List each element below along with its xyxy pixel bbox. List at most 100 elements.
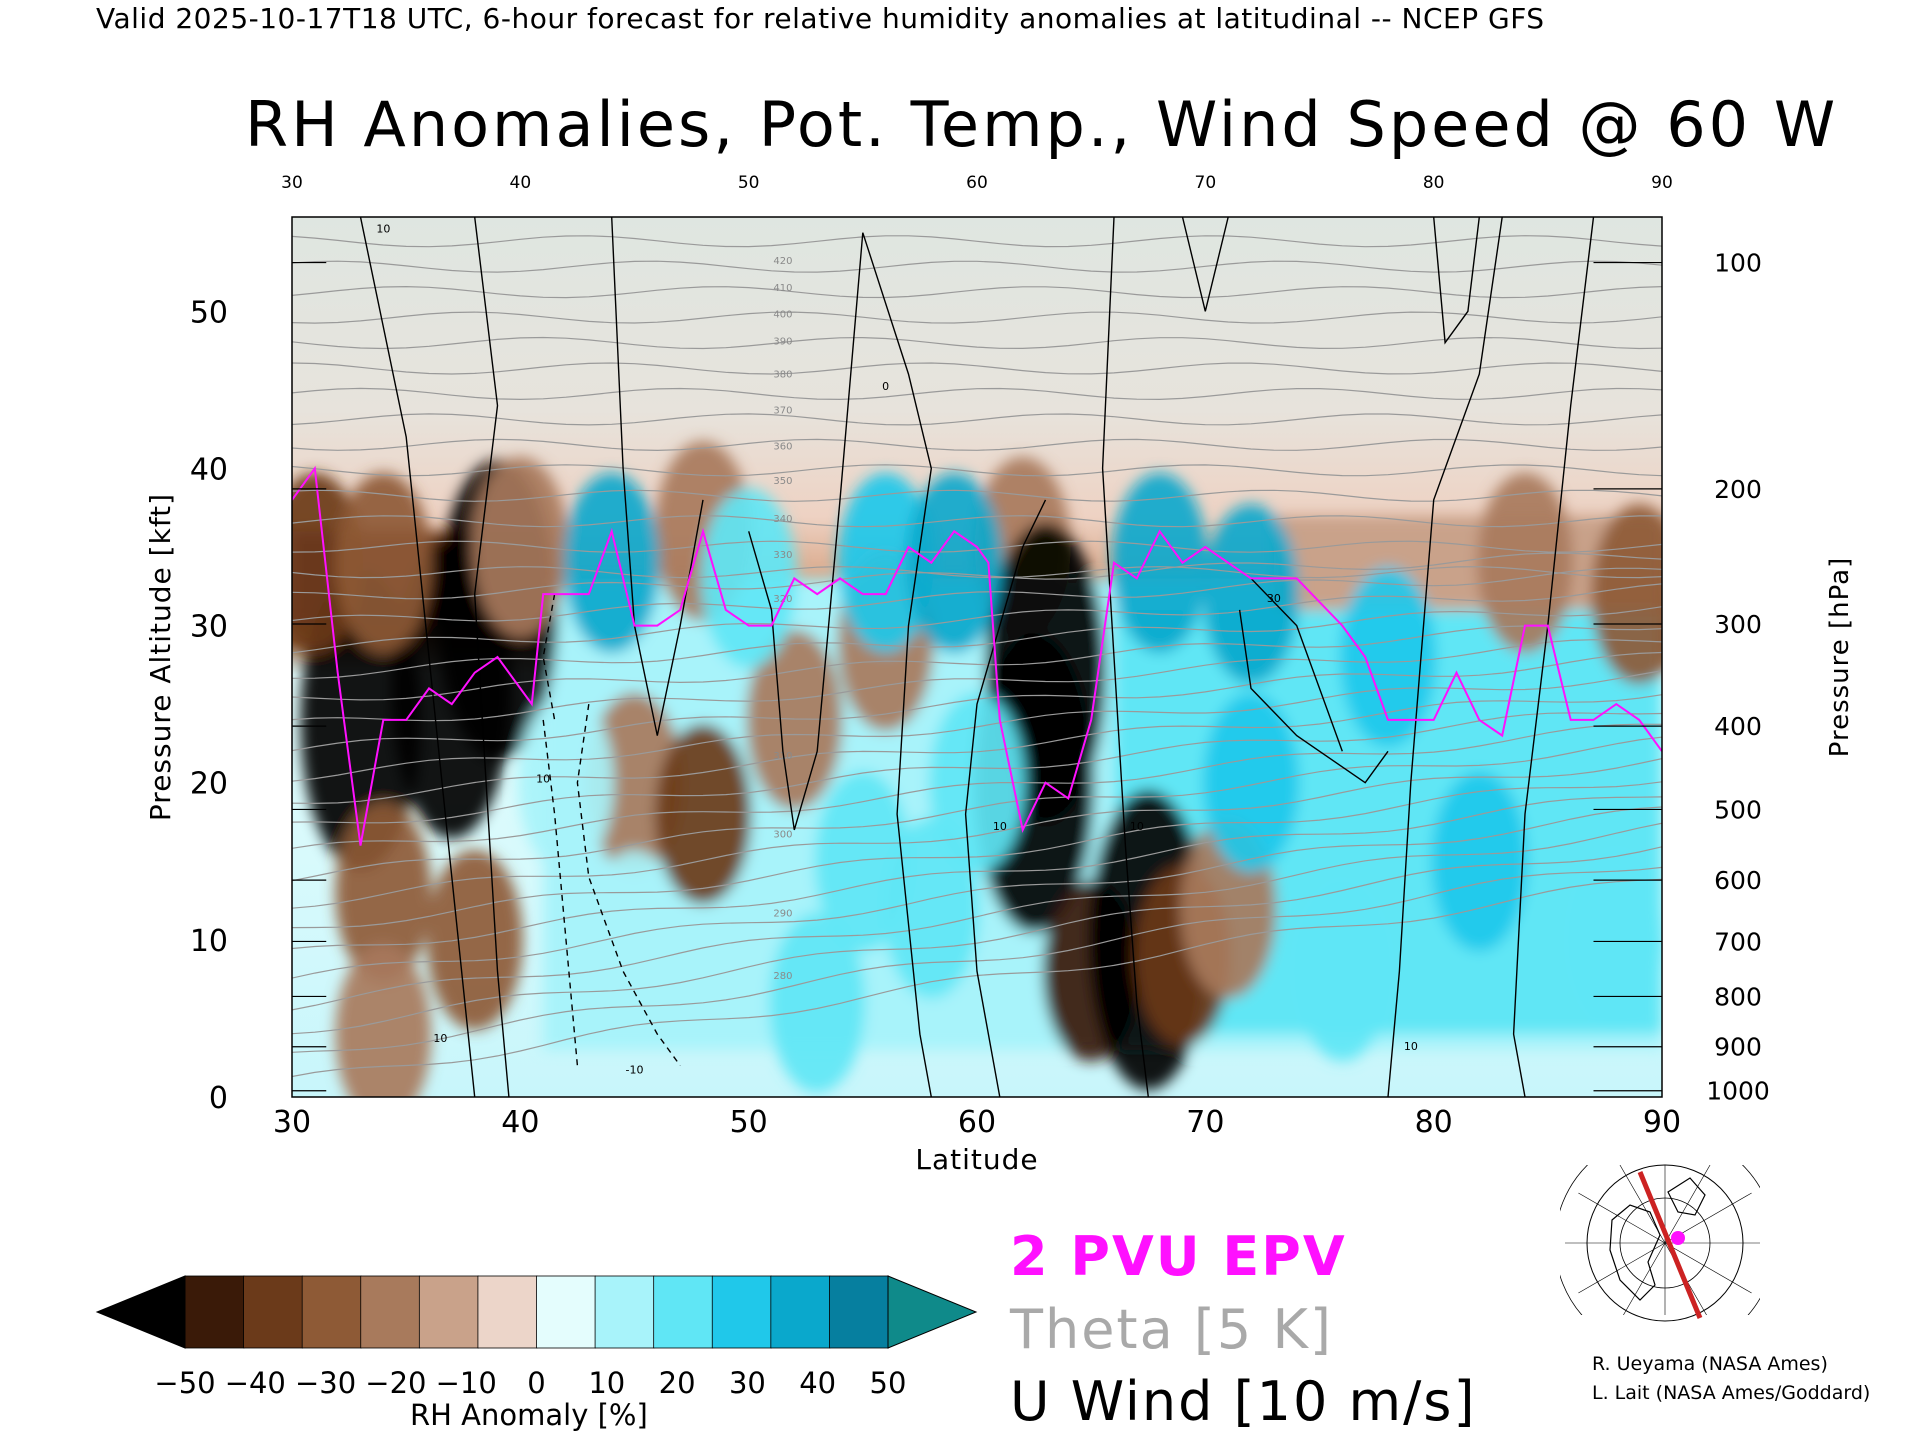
anomaly-blob — [586, 849, 683, 1030]
pressure-tick-label: 800 — [1714, 982, 1762, 1011]
wind-contour — [1433, 217, 1480, 345]
theta-line — [292, 552, 1662, 600]
colorbar-tick: 20 — [659, 1366, 696, 1400]
theta-line — [292, 413, 1662, 426]
credit-lait: L. Lait (NASA Ames/Goddard) — [1592, 1382, 1871, 1404]
theta-line — [292, 567, 1662, 622]
legend-epv: 2 PVU EPV — [1010, 1225, 1347, 1288]
colorbar-tick: −40 — [225, 1366, 286, 1400]
theta-label: 330 — [773, 550, 792, 561]
theta-line — [292, 736, 1662, 882]
x-top-tick-label: 80 — [1423, 173, 1445, 193]
theta-line — [292, 311, 1662, 324]
wind-label: 30 — [1267, 592, 1281, 605]
pressure-tick-label: 500 — [1714, 795, 1762, 824]
field-blobs — [292, 441, 1662, 1097]
pressure-tick-label: 400 — [1714, 712, 1762, 741]
theta-line — [292, 878, 1662, 1078]
theta-line — [292, 806, 1662, 979]
theta-line — [292, 515, 1662, 528]
x-axis-label: Latitude — [915, 1143, 1038, 1176]
anomaly-blob — [335, 472, 432, 653]
inset-map — [1560, 1164, 1760, 1322]
anomaly-blob — [1111, 472, 1208, 653]
theta-label: 300 — [773, 830, 792, 841]
x-top-tick-label: 40 — [510, 173, 532, 193]
wind-label: 10 — [536, 773, 550, 786]
plot-frame — [291, 216, 1663, 1098]
theta-label: 320 — [773, 594, 792, 605]
x-tick-label: 30 — [273, 1105, 311, 1140]
x-top-tick-label: 70 — [1195, 173, 1217, 193]
wind-label: 10 — [993, 820, 1007, 833]
legend-wind: U Wind [10 m/s] — [1010, 1370, 1477, 1433]
colorbar-swatch — [301, 1275, 362, 1349]
wind-label: 10 — [433, 1032, 447, 1045]
colorbar-tick: −30 — [295, 1366, 356, 1400]
theta-line — [292, 438, 1662, 452]
pressure-tick-labels: 100 200 300 400 500 600 700 800 900 1000 — [1706, 249, 1770, 1106]
x-tick-label: 90 — [1643, 1105, 1681, 1140]
map-meridian — [1623, 1242, 1666, 1315]
wind-contour — [964, 499, 1047, 1097]
theta-label: 340 — [773, 514, 792, 525]
theta-label: 350 — [773, 476, 792, 487]
rh-anomaly-field — [292, 217, 1662, 1097]
theta-label: 380 — [773, 369, 792, 380]
y-tick-label: 0 — [209, 1081, 228, 1116]
theta-line — [292, 758, 1662, 909]
wind-contour — [473, 217, 510, 1097]
colorbar-swatch — [653, 1275, 714, 1349]
y-tick-label: 50 — [190, 295, 228, 330]
wind-labels: 10 10 0 10 -10 10 10 10 30 — [376, 223, 1418, 1077]
wind-contour — [611, 217, 704, 736]
credit-ueyama: R. Ueyama (NASA Ames) — [1592, 1353, 1828, 1375]
anomaly-blob — [837, 472, 934, 653]
anomaly-blob — [1340, 567, 1436, 747]
pressure-tick-label: 1000 — [1706, 1077, 1770, 1106]
theta-line — [292, 781, 1662, 929]
y-tick-label: 30 — [190, 610, 228, 645]
colorbar-over-arrow — [887, 1275, 978, 1349]
colorbar-swatch — [770, 1275, 831, 1349]
theta-line — [292, 387, 1662, 401]
anomaly-blob — [563, 472, 660, 653]
colorbar-tick: 50 — [870, 1366, 907, 1400]
colorbar-tick: −50 — [154, 1366, 215, 1400]
anomaly-blob — [335, 802, 432, 983]
colorbar-tick: 30 — [729, 1366, 766, 1400]
colorbar-swatch — [184, 1275, 245, 1349]
wind-contour — [1181, 217, 1229, 312]
colorbar-tick: 10 — [588, 1366, 625, 1400]
theta-line — [292, 822, 1662, 1011]
colorbar-label: RH Anomaly [%] — [410, 1398, 648, 1432]
colorbar-tick: −10 — [436, 1366, 497, 1400]
x-tick-labels: 30 40 50 60 70 80 90 — [273, 1105, 1681, 1140]
pressure-tick-label: 700 — [1714, 927, 1762, 956]
anomaly-blob — [1203, 504, 1299, 685]
anomaly-blob — [472, 457, 569, 637]
theta-label: 390 — [773, 336, 792, 347]
map-meridian — [1664, 1165, 1711, 1244]
theta-line — [292, 565, 1662, 579]
colorbar-swatch — [594, 1275, 655, 1349]
theta-labels: 420 410 400 390 380 370 360 350 340 330 320 310 300 2… — [773, 256, 792, 982]
colorbar-tick: 40 — [799, 1366, 836, 1400]
theta-label: 420 — [773, 256, 792, 267]
anomaly-blob — [655, 724, 751, 905]
epv-2pvu-line — [292, 465, 1662, 846]
x-tick-label: 60 — [958, 1105, 996, 1140]
wind-contour — [1387, 217, 1503, 1097]
theta-line — [292, 866, 1662, 1053]
colorbar-swatch — [477, 1275, 538, 1349]
theta-contours — [292, 235, 1662, 1078]
theta-line — [292, 464, 1662, 477]
colorbar — [95, 1275, 978, 1349]
theta-label: 400 — [773, 310, 792, 321]
map-section-line — [1637, 1171, 1703, 1319]
wind-label: 10 — [1130, 820, 1144, 833]
colorbar-under-arrow — [95, 1275, 186, 1349]
anomaly-blob — [814, 771, 911, 952]
theta-line — [292, 723, 1662, 849]
